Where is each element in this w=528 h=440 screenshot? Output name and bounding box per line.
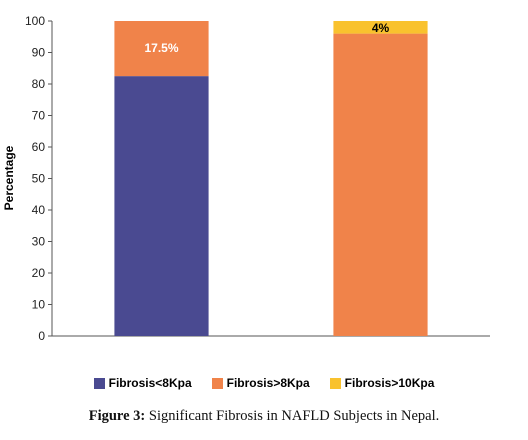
bars <box>114 21 428 336</box>
bar-segment <box>114 21 209 77</box>
bar-segment <box>114 76 209 336</box>
y-tick-label: 10 <box>32 298 46 312</box>
y-tick-label: 50 <box>32 172 46 186</box>
y-tick-label: 70 <box>32 109 46 123</box>
y-tick-label: 100 <box>25 14 45 28</box>
legend-label-fibrosis-gt-10kpa: Fibrosis>10Kpa <box>344 376 435 390</box>
y-tick-label: 0 <box>38 329 45 343</box>
figure-caption-text: Significant Fibrosis in NAFLD Subjects i… <box>145 408 440 424</box>
y-tick-label: 30 <box>32 235 46 249</box>
y-tick-label: 80 <box>32 77 46 91</box>
y-tick-label: 20 <box>32 266 46 280</box>
legend-swatch-fibrosis-lt-8kpa <box>93 377 105 389</box>
figure-caption-label: Figure 3: <box>88 408 146 424</box>
legend-label-fibrosis-lt-8kpa: Fibrosis<8Kpa <box>108 376 192 390</box>
figure-caption: Figure 3: Significant Fibrosis in NAFLD … <box>0 408 528 425</box>
legend-swatch-fibrosis-gt-10kpa <box>329 377 341 389</box>
legend-item-fibrosis-lt-8kpa: Fibrosis<8Kpa <box>93 373 192 393</box>
legend-label-fibrosis-gt-8kpa: Fibrosis>8Kpa <box>226 376 310 390</box>
bar-segment <box>333 33 428 336</box>
bar-segment <box>333 21 428 34</box>
y-tick-label: 90 <box>32 46 46 60</box>
legend-swatch-fibrosis-gt-8kpa <box>211 377 223 389</box>
y-tick-label: 60 <box>32 140 46 154</box>
legend: Fibrosis<8Kpa Fibrosis>8Kpa Fibrosis>10K… <box>0 373 528 393</box>
y-axis-label: Percentage <box>2 145 16 210</box>
legend-item-fibrosis-gt-10kpa: Fibrosis>10Kpa <box>329 373 435 393</box>
legend-item-fibrosis-gt-8kpa: Fibrosis>8Kpa <box>211 373 310 393</box>
data-label: 4% <box>372 21 390 35</box>
y-tick-label: 40 <box>32 203 46 217</box>
data-labels: 17.5% 4% <box>144 21 389 55</box>
y-axis: 0 10 20 30 40 50 60 70 80 90 100 <box>25 14 490 343</box>
data-label: 17.5% <box>144 41 178 55</box>
stacked-bar-chart: Percentage 0 10 20 30 40 50 60 70 80 90 100 17.5% 4… <box>2 14 490 343</box>
